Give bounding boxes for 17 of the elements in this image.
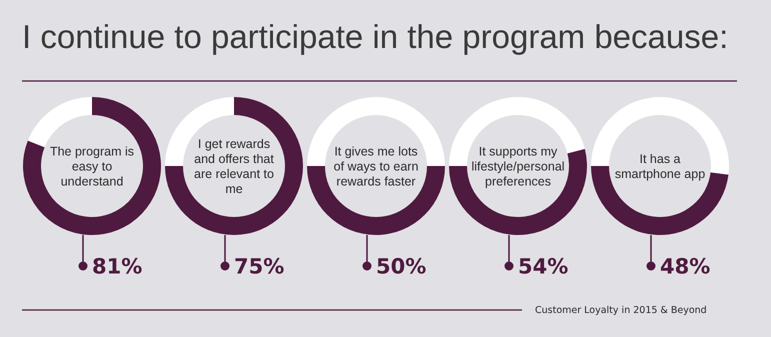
donut-slice — [449, 148, 587, 235]
data-label: 50% — [376, 254, 426, 278]
text: Customer Loyalty in 2015 & Beyond — [535, 305, 707, 316]
data-label: 54% — [518, 254, 568, 278]
data-label: 48% — [660, 254, 710, 278]
data-label: 81% — [92, 254, 142, 278]
text: I get rewards and offers that are relevant to me — [194, 136, 274, 196]
donut-slice — [23, 97, 161, 235]
data-label: 75% — [234, 254, 284, 278]
text: The program is easy to understand — [50, 144, 134, 188]
donut-slice — [591, 166, 728, 235]
text: It supports my lifestyle/personal preferences — [471, 144, 565, 188]
text: I continue to participate in the program because: — [22, 18, 728, 55]
text: It has a smartphone app — [614, 152, 706, 181]
donut-slice — [165, 97, 303, 235]
donut-slice — [28, 97, 92, 148]
text: It gives me lots of ways to earn rewards faster — [334, 144, 418, 188]
